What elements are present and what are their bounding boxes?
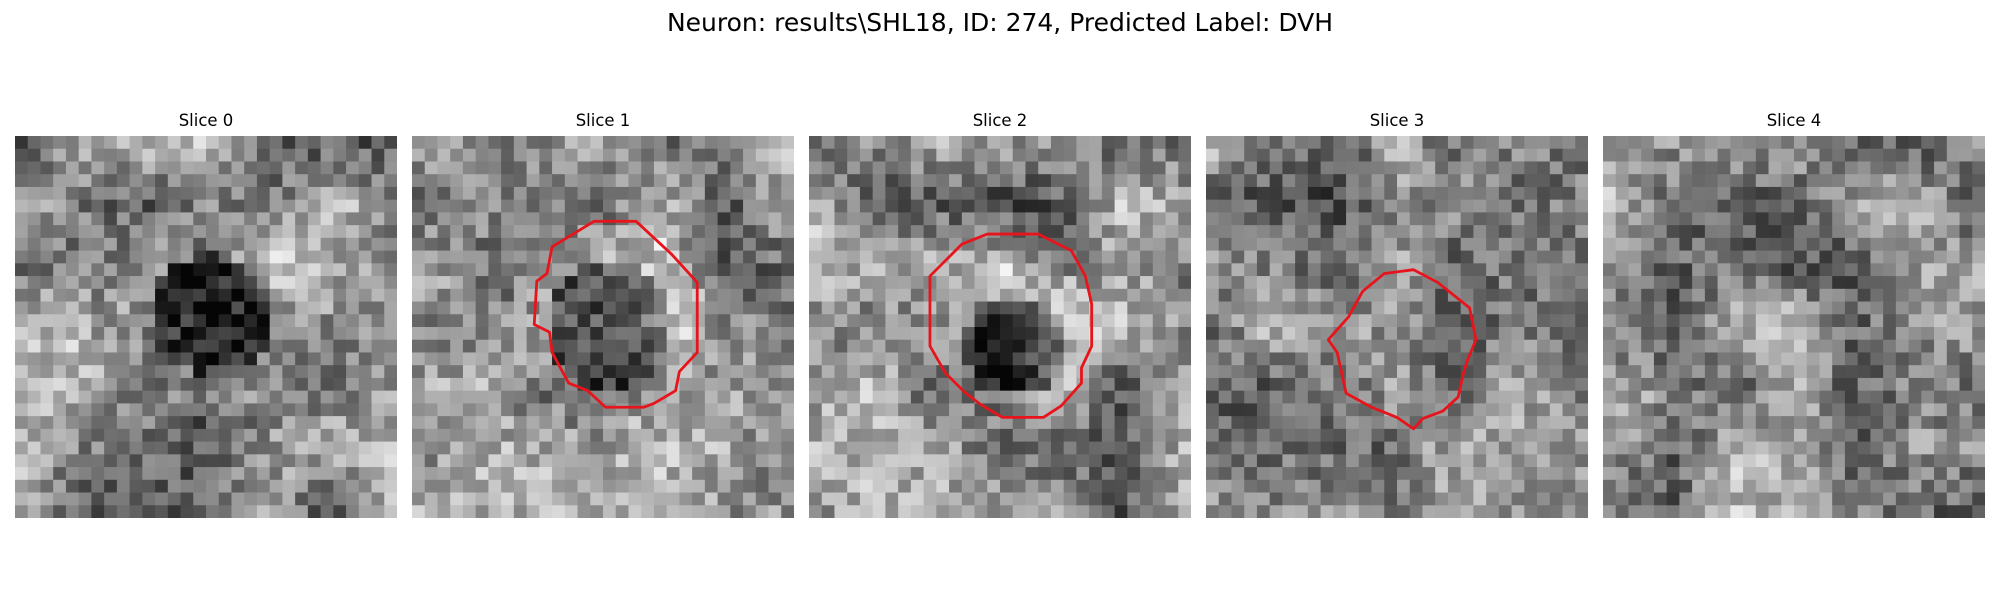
slice-image: [15, 136, 397, 518]
slice-title: Slice 2: [972, 111, 1028, 130]
slice-title: Slice 1: [575, 111, 631, 130]
slice-panel-1: Slice 1: [412, 108, 794, 518]
slice-panel-4: Slice 4: [1603, 108, 1985, 518]
slice-image: [1206, 136, 1588, 518]
slice-title: Slice 4: [1766, 111, 1822, 130]
figure-title: Neuron: results\SHL18, ID: 274, Predicte…: [666, 8, 1334, 37]
slice-image: [809, 136, 1191, 518]
slice-panel-2: Slice 2: [809, 108, 1191, 518]
segmentation-contour: [1326, 268, 1478, 431]
slice-panel-3: Slice 3: [1206, 108, 1588, 518]
segmentation-contour: [928, 232, 1094, 419]
slice-panel-0: Slice 0: [15, 108, 397, 518]
slice-title: Slice 0: [178, 111, 234, 130]
slice-image: [1603, 136, 1985, 518]
slice-image: [412, 136, 794, 518]
segmentation-contour: [532, 219, 699, 409]
slice-title: Slice 3: [1369, 111, 1425, 130]
